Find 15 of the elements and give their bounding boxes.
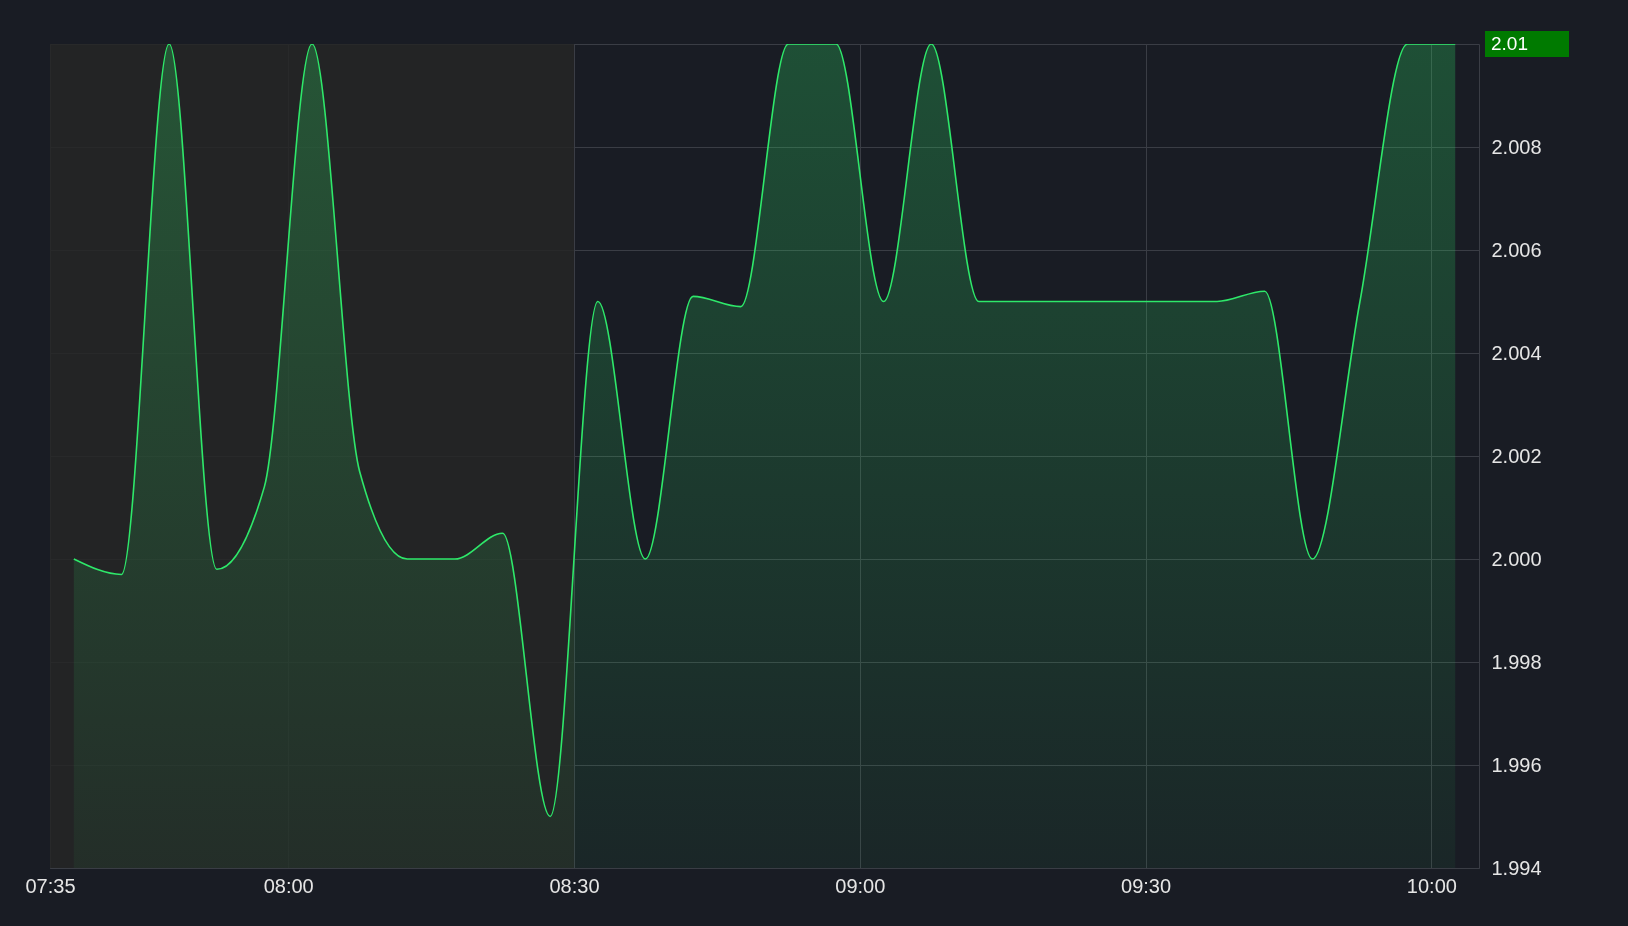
x-tick-label: 10:00 <box>1406 874 1457 897</box>
y-tick-label: 2.008 <box>1491 135 1542 158</box>
x-tick-label: 09:00 <box>835 874 886 897</box>
y-tick-label: 2.006 <box>1491 238 1542 261</box>
y-tick-label: 1.994 <box>1491 856 1542 879</box>
x-tick-label: 09:30 <box>1121 874 1172 897</box>
x-tick-label: 08:30 <box>549 874 600 897</box>
x-tick-label: 07:35 <box>25 874 76 897</box>
x-tick-label: 08:00 <box>263 874 314 897</box>
y-tick-label: 2.002 <box>1491 444 1542 467</box>
y-tick-label: 1.998 <box>1491 650 1542 673</box>
y-tick-label: 2.000 <box>1491 547 1542 570</box>
y-tick-label: 2.004 <box>1491 341 1542 364</box>
y-tick-label: 1.996 <box>1491 753 1542 776</box>
text: 2.01 <box>1491 33 1528 54</box>
